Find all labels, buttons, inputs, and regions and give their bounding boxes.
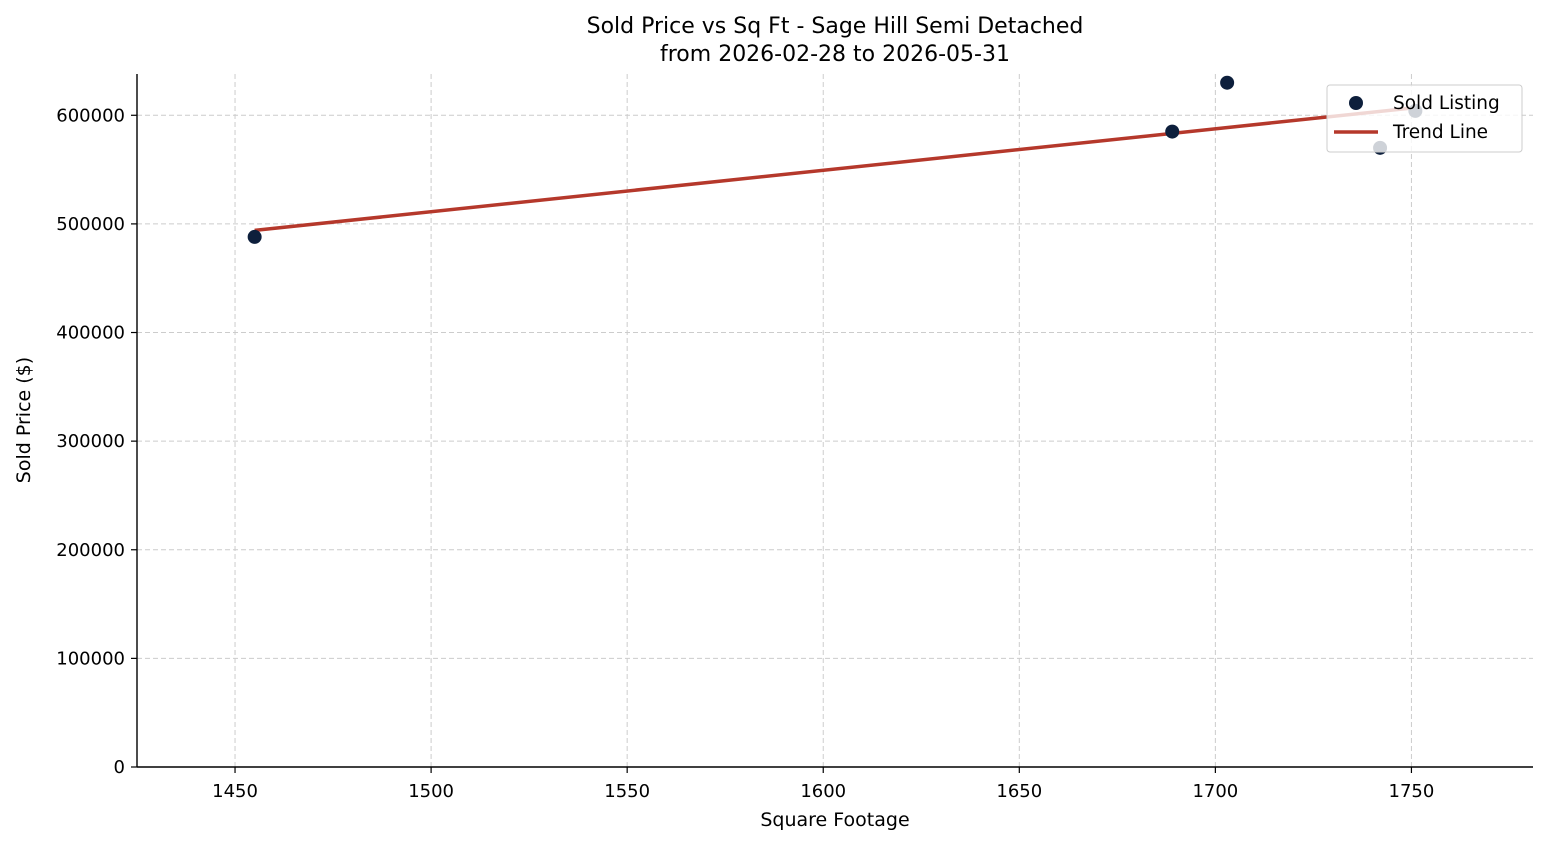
x-tick-label-1450: 1450 <box>212 781 258 802</box>
grid <box>137 74 1533 768</box>
scatter-points <box>247 75 1423 244</box>
x-tick-label-1650: 1650 <box>996 781 1042 802</box>
x-tick-label-1550: 1550 <box>604 781 650 802</box>
y-tick-label-500000: 500000 <box>56 214 125 235</box>
y-tick-label-600000: 600000 <box>56 105 125 126</box>
sold-listing-point-1 <box>247 229 262 244</box>
sold-listing-point-2 <box>1165 124 1180 139</box>
legend-label-sold-listing: Sold Listing <box>1393 93 1500 114</box>
y-tick-label-400000: 400000 <box>56 323 125 344</box>
trend-line <box>254 105 1416 233</box>
x-tick-label-1500: 1500 <box>408 781 454 802</box>
legend: Sold Listing Trend Line <box>1326 84 1523 153</box>
y-tick-label-300000: 300000 <box>56 431 125 452</box>
y-ticks: 0 100000 200000 300000 400000 500000 600000 <box>56 105 137 778</box>
y-tick-label-100000: 100000 <box>56 648 125 669</box>
y-tick-label-200000: 200000 <box>56 540 125 561</box>
x-axis-label: Square Footage <box>760 809 909 831</box>
x-tick-label-1750: 1750 <box>1389 781 1435 802</box>
x-tick-label-1600: 1600 <box>800 781 846 802</box>
y-tick-label-0: 0 <box>114 757 125 778</box>
legend-label-trend-line: Trend Line <box>1392 122 1488 143</box>
chart-subtitle: from 2026-02-28 to 2026-05-31 <box>660 42 1010 67</box>
legend-box <box>1326 84 1523 153</box>
y-axis-label: Sold Price ($) <box>13 357 35 483</box>
trend-line-layer <box>254 105 1416 233</box>
legend-marker-sold-listing <box>1349 96 1363 110</box>
x-tick-label-1700: 1700 <box>1192 781 1238 802</box>
sold-listing-point-3 <box>1220 75 1235 90</box>
chart-title: Sold Price vs Sq Ft - Sage Hill Semi Det… <box>587 14 1084 39</box>
x-ticks: 1450 1500 1550 1600 1650 1700 1750 <box>212 767 1434 802</box>
